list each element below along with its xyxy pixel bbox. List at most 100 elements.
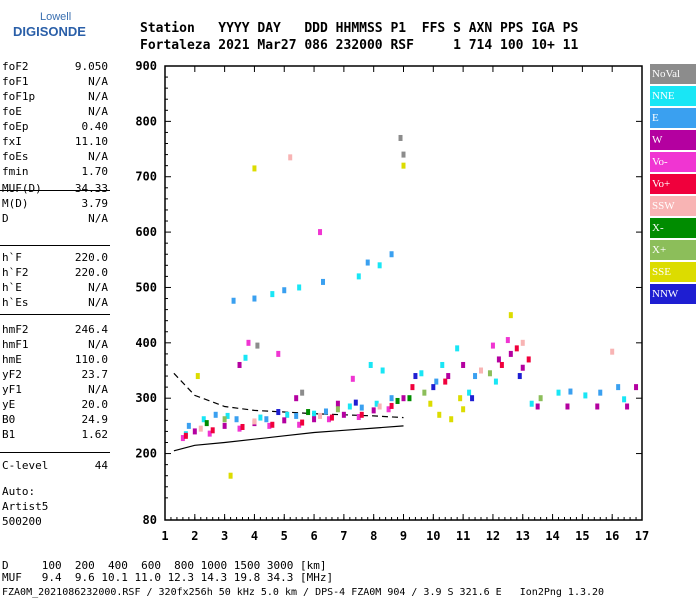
- x-tick-label: 17: [635, 529, 649, 543]
- param-b1: B1 1.62: [2, 428, 108, 442]
- param-label: foE: [2, 105, 22, 118]
- data-point-w: [282, 417, 287, 424]
- legend-item-ssw: SSW: [650, 196, 696, 216]
- x-tick-label: 12: [486, 529, 500, 543]
- data-point-ssw: [520, 339, 525, 346]
- y-tick-label: 300: [135, 391, 157, 405]
- logo-lowell: Lowell: [40, 11, 72, 23]
- legend-item-x-: X-: [650, 218, 696, 238]
- param-label: yE: [2, 398, 16, 411]
- legend-item-w: W: [650, 130, 696, 150]
- data-point-w: [371, 407, 376, 414]
- data-point-w: [446, 373, 451, 380]
- data-point-x-: [204, 420, 209, 427]
- param-label: fxI: [2, 135, 22, 148]
- param-label: B1: [2, 428, 16, 441]
- param-value: 3.79: [81, 197, 109, 210]
- param-label: D: [2, 212, 9, 225]
- param-d: D N/A: [2, 212, 108, 226]
- data-point-x-: [222, 416, 227, 423]
- data-point-nne: [455, 345, 460, 352]
- header-line-2: Fortaleza 2021 Mar27 086 232000 RSF 1 71…: [140, 38, 579, 53]
- data-point-nnw: [413, 373, 418, 380]
- data-point-e: [282, 287, 287, 294]
- data-point-vo-: [359, 411, 364, 418]
- data-point-e: [568, 388, 573, 395]
- data-point-vo-: [356, 414, 361, 421]
- data-point-nnw: [431, 384, 436, 391]
- param-label: M(D): [2, 197, 29, 210]
- data-point-e: [186, 422, 191, 429]
- data-point-x-: [538, 395, 543, 402]
- data-point-nne: [356, 273, 361, 280]
- panel-divider: [0, 314, 110, 315]
- data-point-vo-: [300, 419, 305, 426]
- data-point-nne: [368, 361, 373, 368]
- data-point-e: [294, 412, 299, 419]
- data-point-vo-: [207, 430, 212, 437]
- data-point-nne: [583, 392, 588, 399]
- x-tick-label: 5: [281, 529, 288, 543]
- param-h-e: h`E N/A: [2, 281, 108, 295]
- data-point-sse: [458, 395, 463, 402]
- data-point-vo-: [526, 356, 531, 363]
- y-tick-label: 80: [143, 513, 157, 527]
- x-tick-label: 11: [456, 529, 470, 543]
- y-tick-label: 900: [135, 59, 157, 73]
- x-tick-label: 1: [161, 529, 168, 543]
- data-point-nne: [270, 291, 275, 298]
- footer-distance-row: D 100 200 400 600 800 1000 1500 3000 [km…: [2, 559, 327, 572]
- data-point-vo-: [389, 402, 394, 409]
- header-line-1: Station YYYY DAY DDD HHMMSS P1 FFS S AXN…: [140, 21, 579, 36]
- auto-code: 500200: [2, 515, 42, 528]
- data-point-sse: [252, 165, 257, 172]
- param-fof2: foF2 9.050: [2, 60, 108, 74]
- param-value: 20.0: [81, 398, 109, 411]
- data-point-e: [234, 416, 239, 423]
- param-foes: foEs N/A: [2, 150, 108, 164]
- param-label: foF1p: [2, 90, 36, 103]
- data-point-sse: [449, 416, 454, 423]
- param-hmf1: hmF1 N/A: [2, 338, 108, 352]
- data-point-nnw: [276, 409, 281, 416]
- param-m-d-: M(D) 3.79: [2, 197, 108, 211]
- param-foe: foE N/A: [2, 105, 108, 119]
- data-point-noval: [300, 389, 305, 396]
- y-tick-label: 700: [135, 170, 157, 184]
- data-point-vo-: [490, 342, 495, 349]
- param-value: N/A: [88, 75, 108, 88]
- data-point-ssw: [288, 154, 293, 161]
- true-height-curve: [173, 425, 404, 452]
- param-label: foF2: [2, 60, 29, 73]
- param-label: hmF1: [2, 338, 29, 351]
- data-point-vo-: [297, 421, 302, 428]
- param-value: 110.0: [74, 353, 108, 366]
- data-point-w: [565, 403, 570, 410]
- data-point-nne: [201, 416, 206, 423]
- auto-scaling-info: Auto: Artist5 500200: [2, 484, 48, 529]
- param-label: hmF2: [2, 323, 29, 336]
- data-point-nnw: [353, 399, 358, 406]
- data-point-e: [434, 378, 439, 385]
- logo-digisonde: DIGISONDE: [13, 24, 86, 39]
- data-point-vo-: [240, 423, 245, 430]
- data-point-nne: [243, 354, 248, 361]
- data-point-nne: [312, 410, 317, 417]
- data-point-nne: [225, 412, 230, 419]
- x-tick-label: 7: [340, 529, 347, 543]
- param-value: 24.9: [81, 413, 109, 426]
- param-value: 220.0: [74, 251, 108, 264]
- auto-program: Artist5: [2, 500, 49, 513]
- param-label: hmE: [2, 353, 22, 366]
- x-tick-label: 3: [221, 529, 228, 543]
- panel-divider: [0, 452, 110, 453]
- data-point-w: [294, 395, 299, 402]
- param-value: 1.62: [81, 428, 109, 441]
- data-point-e: [321, 278, 326, 285]
- param-fxi: fxI 11.10: [2, 135, 108, 149]
- data-point-vo-: [276, 350, 281, 357]
- x-tick-label: 16: [605, 529, 619, 543]
- data-point-nne: [374, 400, 379, 407]
- data-point-nne: [622, 396, 627, 403]
- y-tick-label: 600: [135, 225, 157, 239]
